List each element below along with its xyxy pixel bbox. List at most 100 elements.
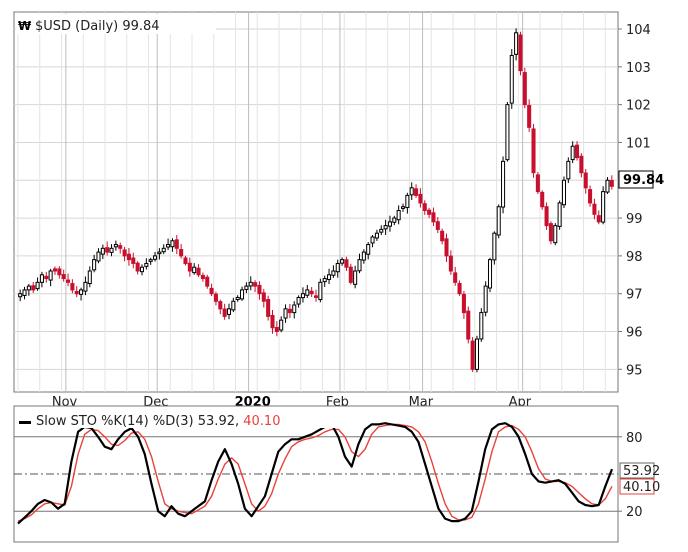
candle bbox=[318, 278, 323, 303]
candle-body bbox=[57, 268, 62, 276]
candle-body bbox=[461, 293, 466, 314]
candle bbox=[183, 255, 188, 266]
candle-body bbox=[444, 238, 449, 257]
last-price-value: 99.84 bbox=[623, 173, 664, 188]
w-logo-icon: ₩ bbox=[18, 19, 32, 33]
price-tick-label: 103 bbox=[626, 61, 651, 76]
candle bbox=[601, 186, 606, 225]
candle-body bbox=[87, 270, 92, 285]
candle bbox=[287, 304, 292, 319]
candle-body bbox=[440, 230, 445, 242]
candle-body bbox=[126, 253, 131, 261]
candle bbox=[109, 244, 114, 257]
candle bbox=[92, 254, 97, 273]
candle-body bbox=[418, 193, 423, 204]
candle-body bbox=[39, 274, 44, 283]
candle-body bbox=[583, 172, 588, 189]
candle-body bbox=[222, 308, 227, 317]
candle-body bbox=[122, 249, 127, 257]
candle-body bbox=[387, 221, 392, 227]
candle-body bbox=[505, 104, 510, 161]
candle-body bbox=[179, 249, 184, 257]
candle-body bbox=[153, 255, 158, 260]
candle-body bbox=[283, 308, 288, 319]
candle bbox=[205, 274, 210, 289]
candle-body bbox=[22, 289, 27, 296]
price-panel-frame bbox=[13, 11, 619, 393]
candle bbox=[444, 233, 449, 262]
candle bbox=[266, 295, 271, 321]
candle bbox=[383, 219, 388, 236]
stoch-k-label-value: 53.92 bbox=[623, 464, 660, 479]
candle bbox=[22, 286, 27, 300]
candle bbox=[392, 215, 397, 226]
candle-body bbox=[366, 244, 371, 255]
candle bbox=[131, 252, 136, 269]
candle-body bbox=[296, 296, 301, 305]
candle-body bbox=[448, 255, 453, 272]
candle bbox=[579, 153, 584, 178]
candle bbox=[400, 203, 406, 212]
candle-body bbox=[105, 247, 110, 253]
candle-body bbox=[374, 232, 379, 239]
candle bbox=[501, 156, 506, 214]
stoch-axis: 80 20 bbox=[618, 431, 643, 520]
candle bbox=[100, 244, 105, 260]
candle bbox=[492, 231, 497, 265]
candle bbox=[213, 291, 218, 306]
candle-body bbox=[609, 179, 614, 187]
candle bbox=[153, 251, 158, 262]
candle bbox=[483, 281, 488, 317]
candle-body bbox=[52, 268, 58, 272]
candle bbox=[457, 280, 462, 296]
candle-body bbox=[66, 279, 71, 283]
stoch-d-label-value: 40.10 bbox=[623, 480, 660, 495]
candle-body bbox=[353, 270, 358, 285]
candle bbox=[335, 259, 340, 278]
candle-body bbox=[596, 215, 601, 223]
candle-body bbox=[274, 327, 279, 333]
candle bbox=[200, 272, 205, 282]
candle bbox=[61, 269, 66, 282]
candle bbox=[396, 205, 401, 225]
price-tick-label: 99 bbox=[626, 212, 643, 227]
candle-body bbox=[574, 144, 580, 159]
k-legend-swatch bbox=[19, 421, 31, 424]
candle-body bbox=[83, 281, 88, 292]
candle-body bbox=[453, 272, 458, 283]
candle-body bbox=[400, 206, 406, 209]
candle bbox=[479, 308, 484, 342]
candle bbox=[605, 177, 610, 194]
candle bbox=[470, 337, 475, 372]
candle bbox=[557, 200, 562, 230]
stoch-k-line bbox=[17, 422, 614, 525]
stoch-tick-label: 20 bbox=[626, 505, 643, 520]
candle bbox=[253, 280, 258, 293]
candle bbox=[296, 295, 301, 308]
candle-body bbox=[213, 293, 218, 302]
candle bbox=[148, 257, 153, 265]
candle-body bbox=[540, 191, 545, 208]
candle bbox=[409, 182, 414, 200]
candle-body bbox=[287, 308, 292, 314]
candle-body bbox=[196, 267, 201, 276]
candle-body bbox=[148, 259, 153, 262]
candle-body bbox=[244, 285, 249, 290]
candle-body bbox=[48, 270, 53, 281]
candle-body bbox=[466, 310, 471, 340]
candle bbox=[179, 243, 184, 259]
candle bbox=[357, 253, 362, 274]
candle bbox=[192, 263, 197, 275]
stoch-lines bbox=[17, 422, 614, 525]
candle bbox=[366, 242, 371, 260]
candle bbox=[309, 286, 314, 298]
stoch-k-value: 53.92 bbox=[198, 414, 235, 429]
candle bbox=[87, 266, 92, 288]
price-tick-label: 98 bbox=[626, 250, 643, 265]
candle-body bbox=[527, 105, 532, 128]
candle-body bbox=[170, 240, 175, 248]
candle bbox=[48, 268, 53, 287]
candle-body bbox=[414, 188, 419, 196]
candle bbox=[574, 141, 580, 161]
